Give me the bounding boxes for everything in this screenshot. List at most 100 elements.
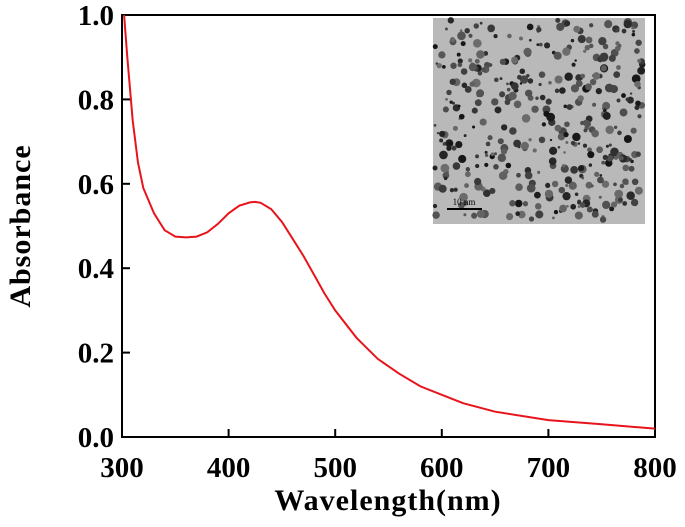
y-tick-label: 0.8 (78, 84, 114, 116)
particle (631, 178, 639, 186)
particle (574, 192, 579, 197)
particle (468, 33, 473, 38)
particle (594, 171, 600, 177)
particle (623, 20, 632, 29)
particle (459, 29, 463, 32)
particle (511, 56, 519, 64)
particle (554, 124, 562, 132)
particle (458, 113, 465, 120)
x-tick-label: 600 (420, 452, 464, 484)
particle (548, 157, 557, 166)
particle (592, 102, 597, 107)
particle (445, 97, 448, 101)
particle (637, 114, 642, 119)
particle (559, 87, 566, 94)
particle (464, 28, 470, 34)
particle (543, 110, 550, 117)
particle (524, 171, 533, 180)
particle (601, 160, 606, 165)
particle (539, 94, 546, 101)
particle (446, 89, 452, 96)
particle (597, 176, 604, 184)
x-axis-title: Wavelength(nm) (274, 484, 501, 517)
particle (538, 42, 543, 47)
particle (555, 17, 561, 23)
particle (520, 141, 529, 150)
particle (513, 139, 522, 148)
particle (631, 26, 635, 30)
particle (575, 80, 583, 87)
particle (499, 77, 503, 81)
particle (535, 210, 544, 219)
particle (499, 91, 506, 98)
particle (613, 71, 621, 79)
x-tick-label: 400 (207, 452, 251, 484)
particle (474, 58, 480, 64)
particle (455, 140, 463, 149)
particle (519, 68, 526, 75)
particle (449, 187, 455, 193)
particle (519, 75, 529, 84)
particle (440, 163, 450, 173)
particle (615, 28, 620, 33)
particle (562, 192, 571, 201)
particle (442, 65, 446, 69)
particle (475, 154, 480, 159)
particle (635, 151, 641, 157)
particle (551, 216, 555, 220)
particle (582, 119, 590, 127)
particle (487, 135, 493, 141)
particle (577, 142, 581, 145)
particle (578, 165, 585, 172)
particle (479, 21, 483, 25)
particle (528, 38, 532, 42)
particle (634, 105, 640, 111)
particle (524, 89, 533, 97)
particle (629, 92, 633, 95)
particle (516, 172, 521, 178)
particle (589, 23, 594, 28)
particle (537, 170, 541, 174)
particle (494, 152, 497, 156)
particle (591, 129, 599, 138)
particle (557, 133, 566, 141)
particle (449, 78, 456, 85)
particle (515, 183, 523, 192)
particle (613, 125, 618, 129)
particle (595, 87, 602, 95)
particle (471, 107, 478, 114)
particle (439, 150, 448, 160)
particle (490, 152, 495, 156)
particle (631, 32, 636, 37)
particle (586, 206, 593, 213)
x-tick-label: 300 (100, 452, 144, 484)
particle (621, 93, 626, 98)
particle (564, 20, 571, 27)
particle (433, 124, 437, 127)
particle (510, 82, 519, 90)
particle (493, 33, 498, 39)
particle (457, 62, 463, 68)
particle (601, 180, 610, 188)
particle (457, 58, 463, 64)
particle (497, 138, 504, 145)
particle (599, 53, 608, 62)
particle (534, 203, 542, 210)
particle (442, 106, 449, 113)
particle (487, 24, 495, 33)
particle (556, 22, 565, 31)
particle (583, 49, 587, 53)
particle (599, 174, 603, 177)
particle (637, 66, 646, 75)
particle (602, 154, 608, 160)
particle (498, 171, 508, 180)
particle (634, 80, 641, 88)
particle (610, 201, 618, 208)
x-tick-label: 500 (313, 452, 357, 484)
particle (453, 187, 458, 192)
particle (449, 100, 453, 104)
particle (531, 105, 539, 113)
particle (464, 183, 469, 188)
particle (538, 71, 546, 78)
particle (570, 140, 576, 146)
